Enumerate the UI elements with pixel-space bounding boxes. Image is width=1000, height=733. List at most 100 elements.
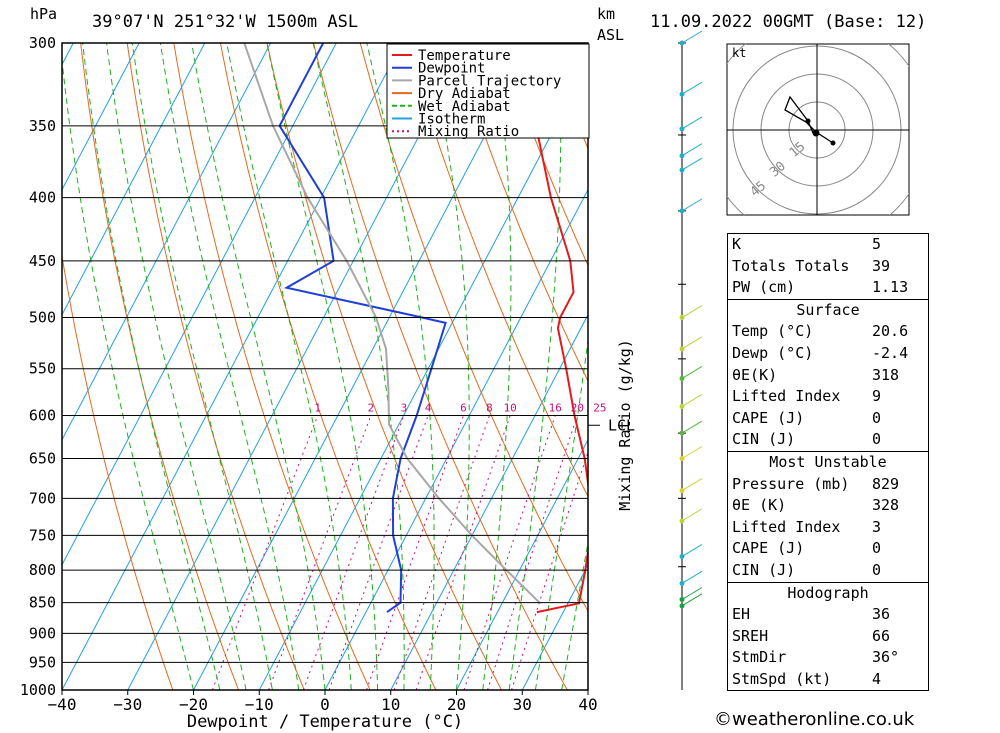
wind-barb	[681, 593, 703, 607]
most-unstable-label: CAPE (J)	[732, 539, 805, 558]
index-label: Totals Totals	[732, 256, 850, 275]
mixing-ratio-label: 10	[504, 401, 517, 414]
mixing-ratio-line	[366, 415, 464, 690]
x-tick-label: 0	[320, 695, 330, 714]
wind-barb	[681, 198, 703, 212]
hodograph-value: 66	[872, 626, 891, 645]
x-tick-label: 40	[578, 695, 597, 714]
legend-label: Dry Adiabat	[418, 86, 511, 102]
x-axis-title: Dewpoint / Temperature (°C)	[187, 712, 463, 732]
most-unstable-label: Lifted Index	[732, 517, 841, 536]
mixing-ratio-label: 8	[486, 401, 493, 414]
surface-row: CAPE (J) 0	[728, 408, 928, 430]
asl-unit-label: ASL	[597, 26, 625, 44]
surface-label: CIN (J)	[732, 430, 796, 449]
pressure-tick-label: 700	[29, 489, 56, 507]
index-label: PW (cm)	[732, 278, 796, 297]
storm-motion-dot	[812, 129, 820, 137]
hodograph-point	[830, 140, 836, 146]
pressure-tick-label: 600	[29, 406, 56, 424]
legend-label: Mixing Ratio	[418, 124, 519, 140]
wind-barb	[681, 336, 703, 350]
pressure-unit-label: hPa	[30, 5, 58, 23]
most-unstable-label: CIN (J)	[732, 560, 796, 579]
surface-label: CAPE (J)	[732, 408, 805, 427]
surface-row: CIN (J) 0	[728, 429, 928, 451]
most-unstable-value: 3	[872, 517, 882, 536]
legend-box	[386, 43, 590, 139]
mixing-ratio-axis-label: Mixing Ratio (g/kg)	[616, 339, 634, 511]
lcl-label: LCL	[608, 416, 635, 434]
location-title: 39°07'N 251°32'W 1500m ASL	[92, 12, 359, 32]
dry-adiabat-line	[966, 43, 1000, 690]
legend-label: Temperature	[418, 48, 511, 64]
x-tick-label: 10	[381, 695, 400, 714]
wind-barb	[681, 394, 703, 407]
mixing-ratio-line	[302, 415, 405, 690]
hodograph-point	[805, 118, 811, 124]
pressure-tick-label: 450	[29, 252, 56, 270]
mixing-ratio-label: 4	[425, 401, 432, 414]
wind-barb	[681, 157, 703, 171]
hodograph-row: SREH 66	[728, 626, 928, 648]
surface-label: Dewp (°C)	[732, 343, 814, 362]
most-unstable-section: Most Unstable Pressure (mb) 829 θE (K) 328 L…	[728, 450, 928, 582]
mixing-ratio-label: 2	[368, 401, 375, 414]
run-time-label: 11.09.2022 00GMT (Base: 12)	[650, 12, 927, 32]
most-unstable-label: Pressure (mb)	[732, 474, 850, 493]
hodograph-label: StmDir	[732, 648, 787, 667]
hodograph-row: EH 36	[728, 604, 928, 626]
mixing-ratio-label: 25	[593, 401, 606, 414]
most-unstable-label: θE (K)	[732, 496, 787, 515]
surface-row: θE(K) 318	[728, 365, 928, 387]
surface-value: 0	[872, 408, 882, 427]
x-tick-label: −30	[113, 695, 142, 714]
most-unstable-row: Pressure (mb) 829	[728, 474, 928, 496]
most-unstable-row: CIN (J) 0	[728, 560, 928, 582]
pressure-tick-label: 800	[29, 561, 56, 579]
mixing-ratio-label: 6	[460, 401, 467, 414]
mixing-ratio-line	[511, 450, 588, 690]
dry-adiabat-line	[80, 43, 239, 690]
stats-table: K 5 Totals Totals 39 PW (cm) 1.13 Surface Tem…	[727, 233, 929, 692]
most-unstable-value: 328	[872, 496, 900, 515]
wind-barb	[681, 420, 703, 434]
hodograph-stats-title: Hodograph	[787, 583, 869, 602]
isotherm-line	[62, 43, 206, 316]
wind-barb	[681, 143, 703, 157]
wind-barb	[681, 508, 703, 522]
wet-adiabat-line	[62, 56, 194, 690]
surface-value: 318	[872, 365, 900, 384]
surface-label: Temp (°C)	[732, 322, 814, 341]
legend-label: Parcel Trajectory	[418, 73, 561, 89]
wind-barb	[681, 478, 703, 492]
pressure-tick-label: 950	[29, 653, 56, 671]
hodograph-label: StmSpd (kt)	[732, 669, 832, 688]
x-tick-label: −10	[245, 695, 274, 714]
hodograph-unit-label: kt	[732, 46, 746, 60]
pressure-tick-label: 850	[29, 594, 56, 612]
dry-adiabat-line	[452, 43, 588, 383]
wind-barb	[681, 305, 703, 318]
wind-barb	[681, 30, 703, 44]
mixing-ratio-line	[487, 415, 578, 690]
surface-row: Dewp (°C) -2.4	[728, 343, 928, 365]
most-unstable-row: θE (K) 328	[728, 495, 928, 517]
isotherm-line	[521, 563, 588, 690]
credit-label: ©weatheronline.co.uk	[714, 709, 915, 730]
surface-title: Surface	[796, 300, 860, 319]
index-label: K	[732, 235, 742, 253]
pressure-tick-label: 900	[29, 624, 56, 642]
isotherm-line	[62, 43, 140, 191]
isotherm-line	[62, 43, 403, 690]
wind-barb	[681, 81, 703, 95]
isotherm-line	[127, 43, 469, 690]
surface-section: Surface Temp (°C) 20.6 Dewp (°C) -2.4 θE(K) 3…	[728, 298, 928, 451]
surface-label: θE(K)	[732, 365, 778, 384]
wet-adiabat-line	[106, 43, 247, 690]
mixing-ratio-label: 20	[571, 401, 584, 414]
wind-barb	[681, 570, 703, 584]
legend-label: Isotherm	[418, 112, 485, 128]
